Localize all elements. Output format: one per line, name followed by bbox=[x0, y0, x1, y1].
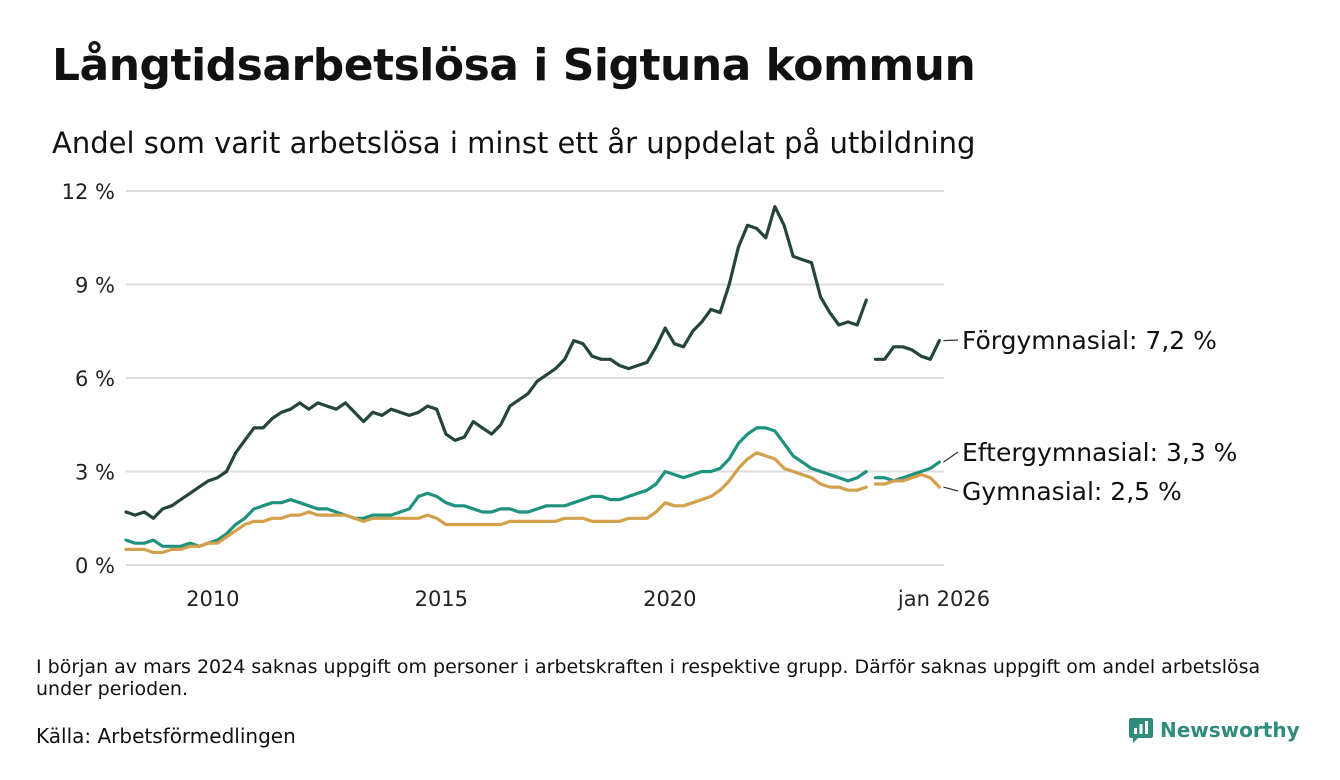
eftergymnasial-label-connector bbox=[943, 451, 959, 463]
bar-chart-speech-bubble-icon bbox=[1129, 718, 1153, 743]
y-axis-tick-labels: 0 % 3 % 6 % 9 % 12 % bbox=[62, 180, 115, 578]
series-end-labels: Förgymnasial: 7,2 % Eftergymnasial: 3,3 %… bbox=[943, 326, 1237, 506]
eftergymnasial-line-segment-1 bbox=[124, 426, 868, 548]
forgymnasial-label-connector bbox=[943, 339, 959, 342]
line-chart: 0 % 3 % 6 % 9 % 12 % 2010 2015 2020 jan 2026 Fö… bbox=[62, 180, 1238, 611]
gymnasial-line-segment-1 bbox=[124, 451, 868, 555]
y-tick-label-0: 0 % bbox=[75, 554, 115, 578]
gymnasial-end-label: Gymnasial: 2,5 % bbox=[962, 477, 1182, 506]
eftergymnasial-line-segment-2 bbox=[873, 460, 941, 483]
source-note: Källa: Arbetsförmedlingen bbox=[36, 724, 296, 748]
forgymnasial-line-segment-1 bbox=[124, 205, 868, 520]
gymnasial-line-segment-2 bbox=[873, 473, 941, 489]
eftergymnasial-end-label: Eftergymnasial: 3,3 % bbox=[962, 438, 1237, 467]
x-tick-label-2010: 2010 bbox=[186, 587, 239, 611]
forgymnasial-line-segment-2 bbox=[873, 339, 941, 361]
y-tick-label-6: 6 % bbox=[75, 367, 115, 391]
y-tick-label-9: 9 % bbox=[75, 274, 115, 298]
forgymnasial-end-label: Förgymnasial: 7,2 % bbox=[962, 326, 1217, 355]
x-tick-label-2026: jan 2026 bbox=[897, 587, 990, 611]
footnote: I början av mars 2024 saknas uppgift om … bbox=[36, 656, 1261, 700]
gymnasial-label-connector bbox=[943, 486, 959, 492]
brand-logo: Newsworthy bbox=[1128, 716, 1300, 744]
y-tick-label-3: 3 % bbox=[75, 461, 115, 485]
chart-title: Långtidsarbetslösa i Sigtuna kommun bbox=[52, 40, 976, 91]
x-tick-label-2015: 2015 bbox=[415, 587, 468, 611]
chart-subtitle: Andel som varit arbetslösa i minst ett å… bbox=[52, 126, 976, 160]
series-lines bbox=[124, 205, 941, 555]
y-tick-label-12: 12 % bbox=[62, 180, 115, 204]
x-axis-tick-labels: 2010 2015 2020 jan 2026 bbox=[186, 587, 990, 611]
x-tick-label-2020: 2020 bbox=[643, 587, 696, 611]
brand-name: Newsworthy bbox=[1160, 718, 1300, 742]
y-gridlines bbox=[126, 190, 944, 566]
